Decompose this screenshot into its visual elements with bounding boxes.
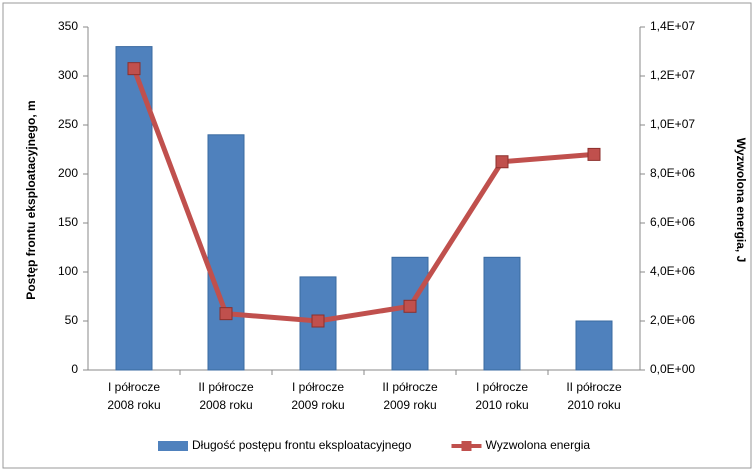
line-marker xyxy=(219,307,233,321)
y-tick-label: 350 xyxy=(58,19,78,33)
x-tick-label: 2010 roku xyxy=(475,398,528,412)
y-tick-label: 300 xyxy=(58,68,78,82)
x-tick-label: II półrocze xyxy=(198,380,254,394)
y-tick-label: 100 xyxy=(58,264,78,278)
line-marker xyxy=(127,62,141,76)
legend-label: Długość postępu frontu eksploatacyjnego xyxy=(192,438,412,452)
line-marker xyxy=(495,155,509,169)
x-tick-label: 2009 roku xyxy=(383,398,436,412)
y-tick-label: 50 xyxy=(65,313,79,327)
y-axis-label: Postęp frontu eksploatacyjnego, m xyxy=(24,100,38,299)
y-tick-label: 150 xyxy=(58,215,78,229)
bar xyxy=(483,256,521,371)
line-marker xyxy=(403,299,417,313)
bar xyxy=(575,320,613,371)
x-tick-label: 2010 roku xyxy=(567,398,620,412)
legend-swatch-marker xyxy=(461,441,472,451)
y2-tick-label: 2,0E+06 xyxy=(650,313,695,327)
legend-swatch xyxy=(158,441,188,451)
legend-label: Wyzwolona energia xyxy=(485,438,590,452)
x-tick-label: I półrocze xyxy=(108,380,160,394)
x-tick-label: II półrocze xyxy=(566,380,622,394)
x-tick-label: II półrocze xyxy=(382,380,438,394)
y-tick-label: 200 xyxy=(58,166,78,180)
x-tick-label: I półrocze xyxy=(476,380,528,394)
y2-tick-label: 1,2E+07 xyxy=(650,68,695,82)
y2-tick-label: 4,0E+06 xyxy=(650,264,695,278)
bar xyxy=(299,276,337,371)
line xyxy=(131,67,595,324)
x-tick-label: I półrocze xyxy=(292,380,344,394)
bar xyxy=(391,256,429,371)
line-marker xyxy=(587,147,601,161)
bar xyxy=(207,134,245,371)
y2-axis-label: Wyzwolona energia, J xyxy=(734,138,748,262)
x-tick-label: 2008 roku xyxy=(107,398,160,412)
x-tick-label: 2008 roku xyxy=(199,398,252,412)
y-tick-label: 0 xyxy=(71,362,78,376)
y2-tick-label: 1,4E+07 xyxy=(650,19,695,33)
x-tick-label: 2009 roku xyxy=(291,398,344,412)
y2-tick-label: 8,0E+06 xyxy=(650,166,695,180)
y2-tick-label: 6,0E+06 xyxy=(650,215,695,229)
line-marker xyxy=(311,314,325,328)
y2-tick-label: 1,0E+07 xyxy=(650,117,695,131)
y2-tick-label: 0,0E+00 xyxy=(650,362,695,376)
y-tick-label: 250 xyxy=(58,117,78,131)
